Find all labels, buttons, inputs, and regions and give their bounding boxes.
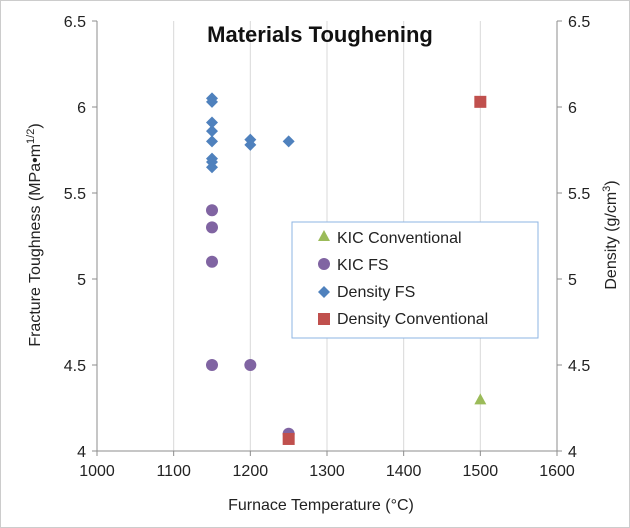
- y-tick-label-right: 6.5: [568, 14, 590, 31]
- point-kic-conventional: [474, 393, 487, 405]
- data-points: [206, 92, 487, 445]
- point-density-fs: [244, 138, 257, 151]
- x-axis-title: Furnace Temperature (°C): [228, 497, 414, 514]
- x-tick-label: 1500: [463, 463, 499, 480]
- legend-marker-density-conventional: [318, 313, 330, 325]
- point-kic-fs: [206, 204, 218, 217]
- point-density-fs: [206, 125, 218, 138]
- point-density-fs: [282, 135, 295, 148]
- x-tick-label: 1400: [386, 463, 422, 480]
- y-axis-right-title: Density (g/cm3): [601, 180, 620, 289]
- point-density-conventional: [282, 432, 295, 445]
- point-density-fs: [206, 116, 218, 129]
- legend: KIC Conventional KIC FS Density FS Densi…: [291, 221, 539, 339]
- x-tick-label: 1300: [309, 463, 345, 480]
- point-density-conventional: [474, 95, 487, 108]
- y-tick-label-left: 4: [77, 444, 86, 461]
- tick-labels: 1000 1100 1200 1300 1400 1500 1600 4 4 4.5 4.5 5 5 5.…: [64, 14, 591, 480]
- y-tick-label-right: 5.5: [568, 186, 590, 203]
- point-density-fs: [206, 161, 218, 174]
- y-axis-left-title: Fracture Toughness (MPa•m1/2): [25, 123, 44, 346]
- legend-label-kic-fs: KIC FS: [337, 257, 389, 274]
- y-tick-label-left: 5.5: [64, 186, 86, 203]
- y-tick-label-left: 6.5: [64, 14, 86, 31]
- point-kic-fs: [244, 359, 257, 371]
- x-tick-label: 1200: [233, 463, 269, 480]
- y-tick-label-left: 5: [77, 272, 86, 289]
- point-density-fs: [206, 135, 218, 148]
- y-tick-label-right: 4: [568, 444, 577, 461]
- legend-box: [291, 221, 539, 339]
- x-tick-label: 1100: [156, 463, 191, 480]
- point-kic-fs: [206, 221, 218, 234]
- point-kic-fs: [206, 255, 218, 268]
- y-tick-label-right: 4.5: [568, 358, 590, 375]
- axes: [92, 20, 562, 456]
- legend-marker-kic-fs: [318, 258, 330, 270]
- y-tick-label-right: 6: [568, 100, 577, 117]
- point-density-fs: [206, 95, 218, 108]
- y-tick-label-left: 6: [77, 100, 86, 117]
- point-kic-fs: [206, 359, 218, 371]
- legend-marker-density-fs: [318, 286, 330, 298]
- legend-label-density-conventional: Density Conventional: [337, 311, 488, 328]
- x-tick-label: 1000: [79, 463, 115, 480]
- y-tick-label-right: 5: [568, 272, 577, 289]
- chart-title: Materials Toughening: [207, 22, 433, 47]
- y-tick-label-left: 4.5: [64, 358, 86, 375]
- legend-label-kic-conventional: KIC Conventional: [337, 230, 462, 247]
- x-tick-label: 1600: [539, 463, 575, 480]
- legend-marker-kic-conventional: [318, 230, 330, 241]
- legend-label-density-fs: Density FS: [337, 284, 415, 301]
